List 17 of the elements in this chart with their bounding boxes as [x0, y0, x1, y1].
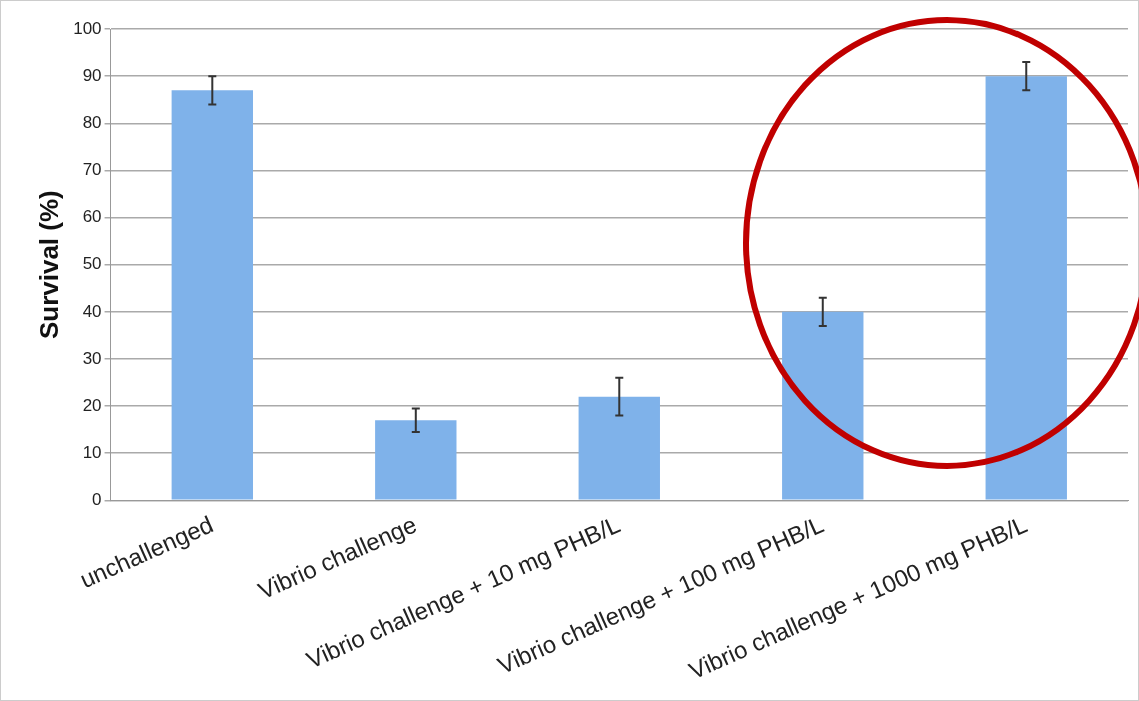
y-tick-label: 80 [82, 112, 102, 132]
bar [578, 396, 660, 500]
y-tick-label: 100 [73, 18, 102, 38]
bar [375, 420, 457, 500]
y-tick-label: 0 [92, 490, 102, 510]
y-tick-label: 50 [82, 254, 102, 274]
y-tick-label: 10 [82, 442, 102, 462]
y-tick-label: 20 [82, 395, 102, 415]
y-tick-label: 40 [82, 301, 102, 321]
y-tick-label: 30 [82, 348, 102, 368]
bar [171, 90, 254, 500]
y-tick-label: 90 [82, 65, 102, 85]
bar [985, 76, 1067, 500]
y-tick-label: 60 [82, 207, 102, 227]
y-axis-title: Survival (%) [33, 190, 64, 340]
y-tick-label: 70 [82, 160, 102, 180]
bar [782, 311, 864, 500]
